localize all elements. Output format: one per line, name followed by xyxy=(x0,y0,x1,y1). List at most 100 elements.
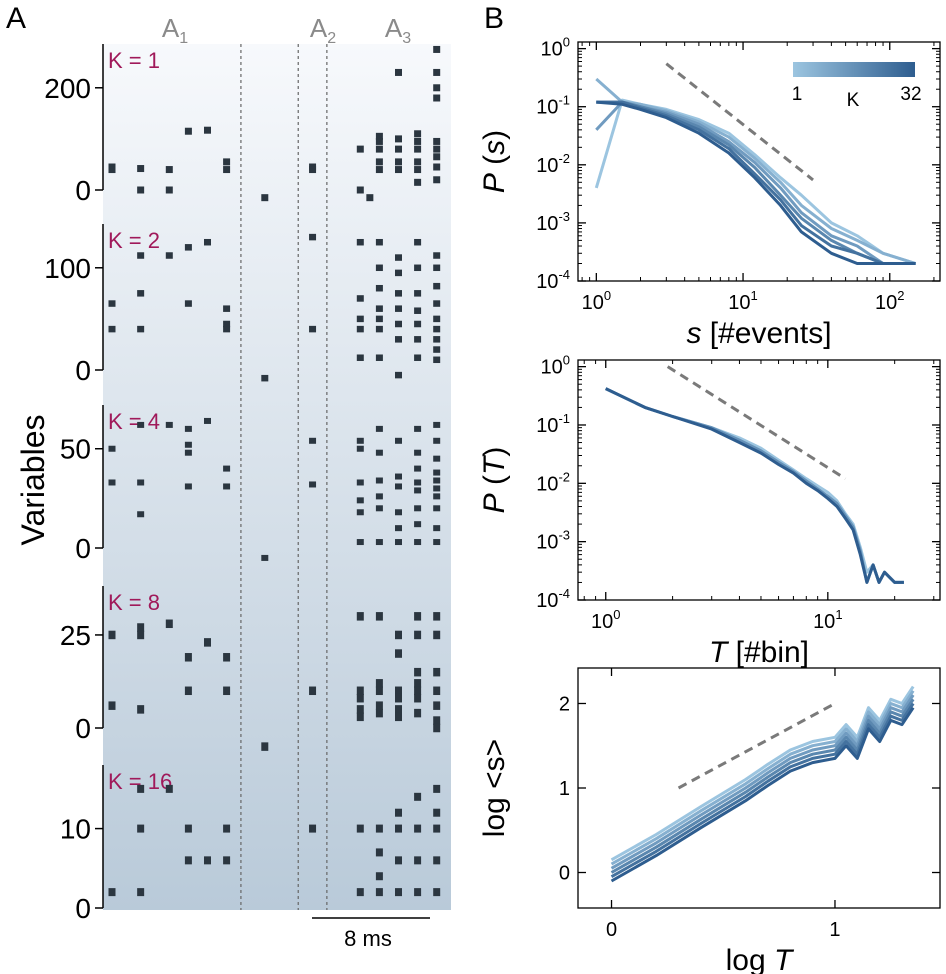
raster-ytick-label: 0 xyxy=(75,533,91,564)
avalanche-label-3: A3 xyxy=(385,13,411,47)
raster-event xyxy=(414,521,422,528)
raster-event xyxy=(395,166,402,174)
raster-event xyxy=(414,487,422,494)
raster-event xyxy=(223,483,231,490)
raster-event xyxy=(414,693,422,703)
raster-event xyxy=(204,238,211,246)
x-tick-label: 101 xyxy=(813,607,842,633)
raster-event xyxy=(356,497,364,504)
series-K=2 xyxy=(610,689,915,866)
raster-event xyxy=(375,701,383,710)
raster-event xyxy=(309,686,317,696)
raster-event xyxy=(375,477,383,484)
raster-event xyxy=(356,145,364,153)
raster-event xyxy=(414,307,422,314)
raster-event xyxy=(184,244,192,251)
raster-event xyxy=(433,315,441,323)
raster-event xyxy=(395,254,402,261)
raster-event xyxy=(137,252,145,259)
raster-event xyxy=(223,320,231,328)
raster-event xyxy=(395,483,402,490)
raster-event xyxy=(433,153,441,161)
raster-event xyxy=(414,686,422,696)
raster-event xyxy=(356,315,364,323)
raster-event xyxy=(433,493,441,500)
raster-event xyxy=(433,252,441,259)
raster-event xyxy=(433,716,441,725)
raster-event xyxy=(184,300,192,307)
raster-event xyxy=(375,315,383,323)
psLayer-xlabel: s [#events] xyxy=(686,317,831,350)
scale-bar-label: 8 ms xyxy=(344,926,392,951)
stLayer-ylabel: log <s> xyxy=(478,739,511,837)
raster-event xyxy=(414,679,422,688)
raster-ytick-label: 0 xyxy=(75,175,91,206)
raster-event xyxy=(433,421,441,428)
raster-event xyxy=(395,371,402,379)
raster-event xyxy=(433,667,441,677)
raster-event xyxy=(395,712,402,722)
raster-event xyxy=(433,630,441,640)
series-K=16 xyxy=(596,100,916,265)
raster-event xyxy=(395,473,402,480)
raster-event xyxy=(433,300,441,307)
raster-event xyxy=(137,186,145,194)
series-K=8 xyxy=(610,698,915,874)
colorbar-var-label: K xyxy=(847,90,860,111)
y-tick-label: 2 xyxy=(559,693,570,715)
raster-event xyxy=(375,305,383,312)
raster-event xyxy=(137,824,145,833)
raster-event xyxy=(433,686,441,696)
series-K=4 xyxy=(610,694,915,870)
y-tick-label: 10-1 xyxy=(536,93,570,119)
series-K=32 xyxy=(605,387,904,584)
raster-event xyxy=(204,638,211,647)
raster-block-4: 0 25 K = 8 xyxy=(60,586,441,751)
raster-event xyxy=(395,509,402,516)
raster-event xyxy=(395,888,402,897)
raster-event xyxy=(184,425,192,432)
raster-event xyxy=(375,238,383,246)
raster-event xyxy=(433,264,441,272)
raster-event xyxy=(395,158,402,166)
raster-background xyxy=(103,44,451,910)
raster-event xyxy=(433,539,441,546)
raster-ytick-label: 200 xyxy=(44,73,91,104)
y-tick-label: 0 xyxy=(559,863,570,885)
raster-event xyxy=(375,425,383,432)
raster-event xyxy=(356,325,364,333)
raster-event xyxy=(108,300,116,307)
raster-event xyxy=(165,784,173,793)
x-tick-label: 100 xyxy=(591,607,620,633)
raster-ytick-label: 0 xyxy=(75,355,91,386)
raster-ytick-label: 0 xyxy=(75,893,91,924)
raster-event xyxy=(356,888,364,897)
raster-event xyxy=(184,441,192,448)
raster-event xyxy=(433,505,441,512)
raster-event xyxy=(356,295,364,302)
raster-event xyxy=(137,888,145,897)
raster-event xyxy=(223,465,231,472)
raster-event xyxy=(108,888,116,897)
series-K=32 xyxy=(610,706,915,883)
raster-event xyxy=(414,856,422,865)
raster-event xyxy=(433,94,441,102)
y-tick-label: 10-4 xyxy=(536,267,570,293)
raster-event xyxy=(356,186,364,194)
ps-panel: 100 101 102 10-4 10-3 10-2 10-1 100 s [#events] P… xyxy=(478,35,941,350)
raster-event xyxy=(356,686,364,696)
raster-event xyxy=(204,417,211,424)
raster-event xyxy=(433,808,441,817)
raster-event xyxy=(414,320,422,328)
raster-event xyxy=(356,354,364,361)
raster-event xyxy=(414,539,422,546)
raster-event xyxy=(433,469,441,476)
raster-event xyxy=(414,630,422,640)
series-K=16 xyxy=(610,702,915,879)
raster-event xyxy=(395,68,402,76)
raster-event xyxy=(108,325,116,333)
raster-event xyxy=(433,784,441,793)
raster-event xyxy=(137,705,145,714)
panel-a-letter: A xyxy=(6,2,27,35)
